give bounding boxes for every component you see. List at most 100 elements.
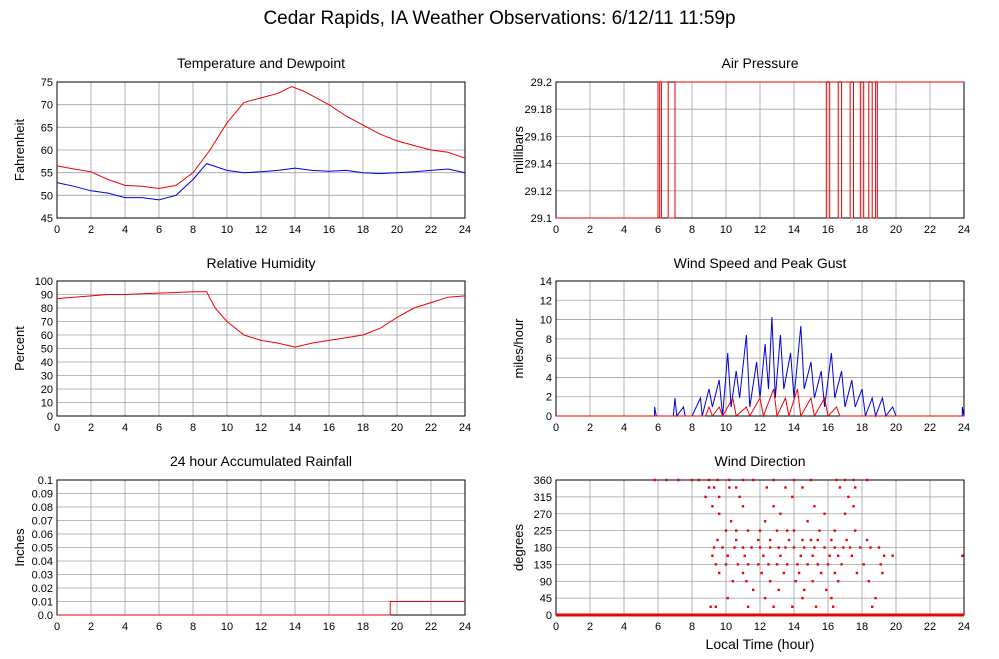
direction-point [842,546,845,549]
direction-point [769,580,772,583]
direction-point [830,596,833,600]
direction-point [813,505,816,508]
rain-x-tick-label: 8 [190,621,196,633]
direction-y-tick-label: 0 [546,610,552,622]
pressure-series-0-line [556,81,964,219]
direction-point [772,505,775,508]
direction-point [729,520,733,523]
direction-point [816,563,819,566]
pressure-y-tick-label: 29.14 [524,159,552,171]
humidity-y-tick-label: 100 [35,276,53,288]
direction-point [806,520,809,523]
direction-point [763,520,767,523]
humidity-y-tick-label: 40 [41,357,53,369]
direction-point [833,529,836,532]
direction-point [714,563,717,566]
direction-point [818,529,821,532]
direction-point [741,546,745,549]
direction-point [811,580,814,583]
direction-y-tick-label: 360 [534,475,552,487]
wind-y-tick-label: 12 [540,295,552,307]
rain-x-tick-label: 22 [425,621,437,633]
humidity-plot-frame [56,280,466,417]
humidity-series-0-line [56,291,466,348]
direction-point [665,478,668,482]
temp-y-axis-label: Fahrenheit [12,119,27,182]
direction-point [854,486,857,489]
direction-point [879,563,882,566]
direction-point [762,554,765,557]
temp-x-tick-label: 16 [323,224,335,236]
temp-plot-frame [56,81,466,219]
direction-point [777,588,780,592]
temp-x-tick-label: 6 [156,224,162,236]
direction-point [859,546,862,549]
direction-point [867,580,870,583]
direction-point [743,554,746,557]
direction-point [813,546,816,549]
direction-point [828,554,831,557]
direction-point [843,478,847,482]
direction-point [714,605,717,608]
temp-x-tick-label: 10 [221,224,233,236]
direction-point [865,478,869,482]
direction-point [741,571,745,575]
wind-y-tick-label: 0 [546,411,552,423]
direction-y-tick-label: 225 [534,526,552,538]
temp-series-0-line [56,85,466,190]
direction-point [779,512,782,515]
direction-point [769,546,772,549]
direction-point [792,529,796,532]
direction-point [758,546,762,549]
rain-y-tick-label: 0.02 [32,583,53,595]
pressure-y-tick-label: 29.1 [531,213,552,225]
direction-point [741,505,745,508]
direction-point [784,486,787,489]
temp-x-tick-label: 14 [289,224,301,236]
direction-point [718,495,721,499]
direction-point [728,486,731,489]
pressure-x-tick-label: 4 [621,224,627,236]
temp-y-tick-label: 50 [41,190,53,202]
direction-point [838,486,842,489]
humidity-y-tick-label: 70 [41,317,53,329]
direction-point [757,538,760,542]
direction-y-tick-label: 315 [534,492,552,504]
rain-title: 24 hour Accumulated Rainfall [170,453,352,469]
direction-point [825,588,828,592]
direction-point [823,546,826,549]
rain-y-axis-label: Inches [12,528,27,567]
wind-x-tick-label: 18 [856,422,868,434]
humidity-y-tick-label: 60 [41,330,53,342]
direction-point [792,546,796,549]
rain-y-tick-label: 0.1 [38,475,53,487]
direction-point [801,538,804,542]
direction-point [763,596,767,600]
humidity-y-tick-label: 50 [41,344,53,356]
humidity-x-tick-label: 14 [289,422,301,434]
direction-y-tick-label: 180 [534,543,552,555]
temp-y-tick-label: 60 [41,145,53,157]
direction-point [765,486,768,489]
wind-y-tick-label: 4 [546,372,552,384]
pressure-y-axis-label: millibars [511,126,526,174]
humidity-y-axis-label: Percent [12,326,27,371]
pressure-y-tick-label: 29.2 [531,77,552,89]
direction-point [801,596,804,600]
direction-x-tick-label: 18 [856,621,868,633]
direction-point [741,478,745,482]
pressure-x-tick-label: 16 [822,224,834,236]
direction-point [840,563,843,566]
humidity-x-tick-label: 18 [357,422,369,434]
direction-point [746,605,750,608]
direction-point [961,554,964,557]
temp-x-tick-label: 12 [255,224,267,236]
humidity-x-tick-label: 6 [156,422,162,434]
direction-point [843,512,847,515]
wind-x-tick-label: 6 [655,422,661,434]
